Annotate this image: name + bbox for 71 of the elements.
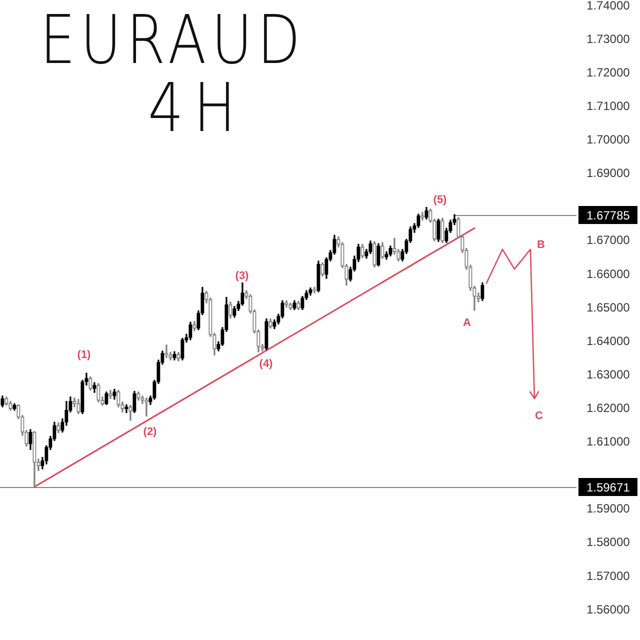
candlestick — [176, 352, 180, 362]
annotation: A — [463, 317, 472, 330]
candlestick — [436, 218, 440, 242]
candlestick — [56, 422, 60, 434]
annotation: (1) — [77, 349, 92, 362]
y-tick-label: 1.57000 — [586, 568, 630, 583]
candlestick — [0, 396, 4, 408]
annotation: (4) — [259, 358, 274, 370]
y-tick-label: 1.63000 — [586, 367, 630, 382]
candlestick — [192, 321, 196, 332]
y-tick-label: 1.73000 — [586, 32, 630, 46]
candlestick — [480, 282, 484, 301]
y-tick-label: 1.61000 — [586, 434, 630, 449]
candlestick — [76, 398, 80, 414]
candlestick — [132, 390, 136, 414]
y-tick-label: 1.70000 — [586, 132, 630, 147]
annotation: C — [535, 410, 544, 422]
annotation: B — [537, 239, 546, 252]
candlestick — [112, 388, 116, 400]
annotation: (3) — [235, 270, 250, 282]
y-tick-label: 1.69000 — [586, 166, 630, 180]
candlestick — [136, 392, 140, 401]
candlestick — [268, 318, 272, 328]
candlestick — [372, 241, 376, 268]
y-tick-label: 1.67000 — [586, 233, 630, 248]
candlestick — [124, 404, 128, 414]
candlestick — [316, 260, 320, 292]
candlestick — [292, 300, 296, 310]
candlestick — [308, 288, 312, 296]
candlestick — [180, 338, 184, 360]
ref-line-label: 1.59671 — [586, 480, 630, 494]
candlestick — [380, 242, 384, 259]
candlestick — [164, 344, 168, 358]
y-tick-label: 1.72000 — [586, 65, 630, 80]
candlestick — [172, 351, 176, 360]
y-tick-label: 1.62000 — [586, 400, 630, 415]
annotation: (5) — [433, 194, 448, 206]
y-tick-label: 1.59000 — [586, 502, 630, 516]
candlestick — [420, 212, 424, 220]
y-tick-label: 1.74000 — [586, 0, 630, 12]
y-tick-label: 1.65000 — [586, 300, 630, 314]
candlestick — [296, 300, 300, 310]
candlestick — [228, 302, 232, 318]
candlestick — [360, 244, 364, 258]
candlestick — [288, 302, 292, 310]
candlestick — [88, 376, 92, 391]
y-tick-label: 1.66000 — [586, 266, 630, 281]
candlestick — [424, 207, 428, 220]
candlestick — [92, 382, 96, 393]
candlestick — [388, 246, 392, 256]
candlestick — [12, 403, 16, 411]
candlestick — [104, 392, 108, 405]
annotation: (2) — [143, 426, 158, 438]
y-tick-label: 1.71000 — [586, 98, 630, 113]
y-tick-label: 1.58000 — [586, 535, 630, 550]
candlestick — [188, 322, 192, 340]
candlestick — [264, 318, 268, 350]
candlestick — [8, 400, 12, 411]
candlestick — [440, 218, 444, 243]
candlestick — [28, 429, 32, 450]
candlestick — [144, 398, 148, 416]
candlestick — [320, 262, 324, 276]
ref-line-label: 1.67785 — [586, 208, 630, 222]
candlestick — [96, 383, 100, 402]
y-tick-label: 1.64000 — [586, 334, 630, 348]
candlestick — [128, 404, 132, 421]
candlestick — [108, 390, 112, 399]
candlestick — [312, 286, 316, 294]
candlestick — [284, 300, 288, 308]
candlestick — [376, 243, 380, 266]
y-tick-label: 1.56000 — [586, 602, 630, 616]
